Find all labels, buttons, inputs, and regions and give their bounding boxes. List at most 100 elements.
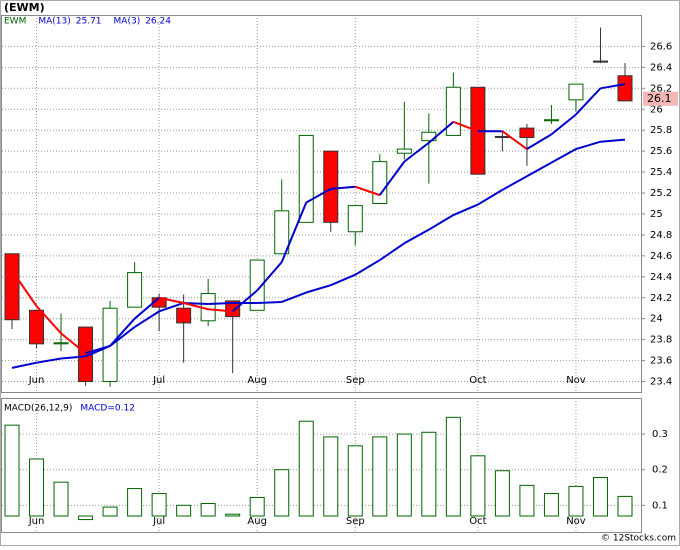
x-tick-label: Jul — [152, 375, 165, 386]
x-tick-label: Jun — [28, 375, 45, 386]
y-tick-label: 23.6 — [650, 356, 672, 367]
macd-bar — [617, 495, 633, 517]
candle-body — [592, 60, 608, 63]
candle-body — [323, 150, 339, 223]
y-tick-label: 0.2 — [652, 465, 668, 476]
macd-bar — [372, 436, 388, 517]
ma-line — [208, 308, 233, 313]
x-tick-label: Jun — [28, 516, 45, 527]
legend-entry: EWM — [4, 17, 26, 27]
candle-body — [372, 161, 388, 205]
candle-body — [4, 253, 20, 321]
macd-bar — [249, 496, 265, 517]
ma-line — [501, 130, 528, 150]
macd-bar — [592, 477, 608, 517]
ma-line — [526, 161, 552, 178]
y-tick-label: 25 — [650, 209, 663, 220]
candle-body — [225, 300, 241, 318]
ma-line — [403, 141, 430, 163]
ma-line — [600, 138, 626, 143]
ma-line — [378, 161, 406, 196]
ma-line — [428, 121, 455, 144]
ma-line — [183, 302, 209, 311]
panel-value: MACD=0.12 — [80, 404, 135, 414]
ma-line — [575, 87, 602, 116]
ma-line — [11, 361, 37, 369]
candle-body — [543, 119, 559, 122]
candle-body — [445, 86, 461, 136]
y-tick-label: 0.3 — [652, 429, 668, 440]
candle-body — [274, 210, 290, 255]
last-price-box — [643, 91, 678, 106]
macd-bar — [298, 420, 314, 517]
ma-line — [109, 318, 136, 347]
ma-line — [453, 120, 479, 133]
ma-line — [36, 357, 62, 364]
ma-line — [379, 242, 405, 261]
y-tick-label: 25.4 — [650, 167, 672, 178]
candle-body — [617, 75, 633, 102]
y-tick-label: 24.4 — [650, 272, 672, 283]
legend-entry: MA(13) — [38, 17, 70, 27]
macd-bar — [519, 484, 535, 517]
legend-value: 25.71 — [76, 17, 102, 27]
candle-body — [519, 127, 535, 139]
y-tick-label: 24.8 — [650, 230, 672, 241]
ma-line — [60, 332, 87, 355]
ma-line — [477, 189, 503, 206]
macd-bar — [445, 416, 461, 517]
x-tick-label: Sep — [346, 516, 365, 527]
ma-line — [134, 310, 160, 328]
macd-bar — [323, 436, 339, 517]
candle-body — [347, 205, 363, 233]
y-tick-label: 25.6 — [650, 146, 672, 157]
ma-line — [11, 269, 38, 307]
macd-bar — [102, 506, 118, 517]
y-tick-label: 25.2 — [650, 188, 672, 199]
ma-line — [330, 273, 356, 287]
candle-body — [29, 309, 45, 345]
last-price-label: 26.1 — [647, 92, 672, 105]
ma-line — [305, 284, 332, 294]
y-tick-label: 23.4 — [650, 377, 672, 388]
candle-body — [127, 272, 143, 308]
y-tick-label: 24.2 — [650, 293, 672, 304]
ma-line — [501, 175, 528, 191]
macd-bar — [127, 488, 143, 517]
ma-line — [133, 296, 160, 320]
macd-bar — [494, 470, 510, 517]
ma-line — [526, 133, 552, 150]
chart-title: (EWM) — [4, 1, 45, 14]
macd-bar — [421, 431, 437, 517]
legend-entry: MA(3) — [114, 17, 141, 27]
ma-line — [575, 140, 601, 151]
candle-body — [494, 135, 510, 139]
y-tick-label: 25.8 — [650, 125, 672, 136]
macd-bar — [274, 469, 290, 517]
ma-line — [428, 214, 454, 231]
candle-body — [53, 342, 69, 345]
footer: © 12Stocks.com — [601, 534, 676, 544]
y-tick-label: 26.6 — [650, 41, 672, 52]
price-panel — [1, 15, 642, 393]
candle-body — [249, 259, 265, 311]
macd-bar — [29, 458, 45, 517]
ma-line — [354, 185, 381, 197]
y-tick-label: 26.2 — [650, 83, 672, 94]
y-tick-label: 26.4 — [650, 62, 672, 73]
ma-line — [305, 187, 332, 204]
ma-line — [550, 148, 577, 164]
legend-value: 26.24 — [145, 17, 171, 27]
candle-body — [176, 307, 192, 324]
ma-line — [550, 113, 577, 136]
x-tick-label: Nov — [566, 375, 586, 386]
ma-line — [256, 261, 283, 292]
macd-bar — [568, 485, 584, 517]
macd-bar — [4, 424, 20, 517]
ma-line — [281, 291, 307, 303]
x-tick-label: Nov — [566, 516, 586, 527]
macd-bar — [78, 515, 94, 521]
ma-line — [60, 355, 86, 360]
x-tick-label: Sep — [346, 375, 365, 386]
